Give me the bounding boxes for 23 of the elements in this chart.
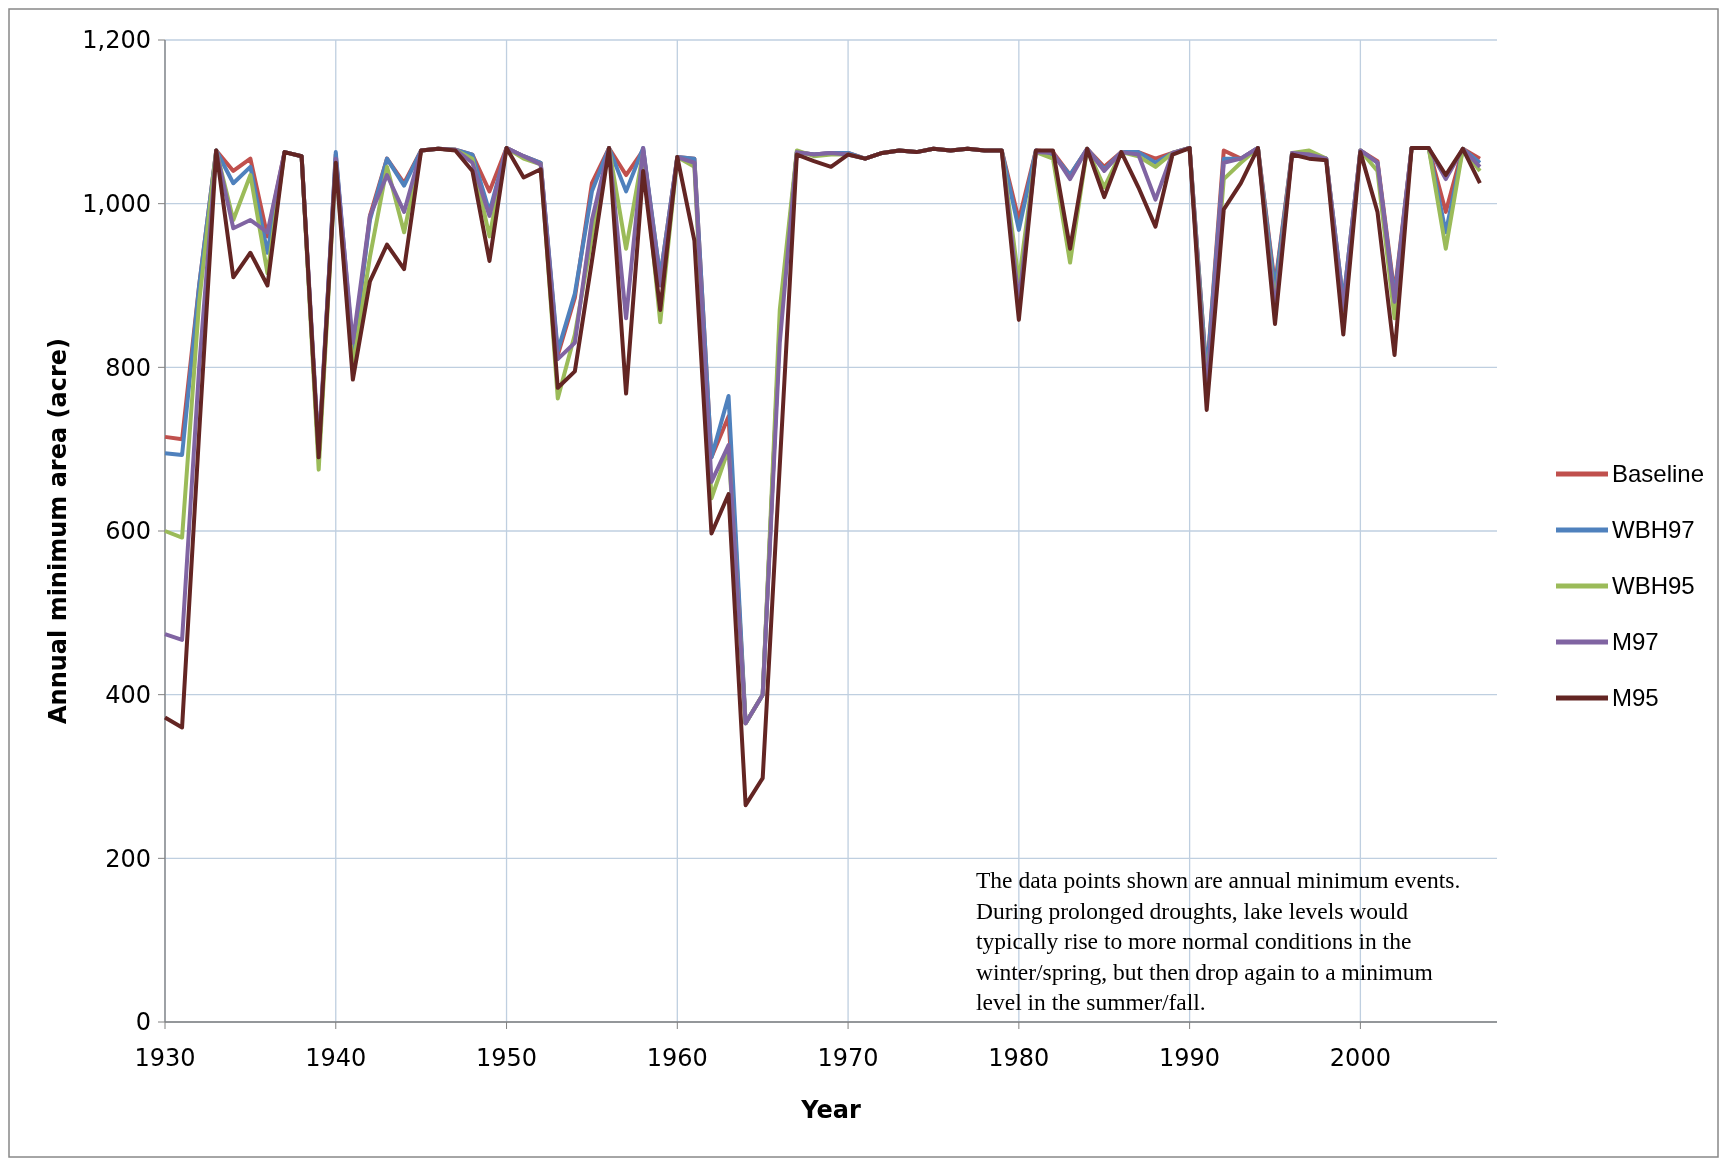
legend-label: WBH95 [1612, 572, 1695, 600]
y-tick-label: 1,200 [82, 26, 151, 55]
y-tick-label: 200 [105, 844, 151, 873]
y-tick-label: 1,000 [82, 190, 151, 219]
legend-label: WBH97 [1612, 516, 1695, 544]
x-tick-label: 1960 [646, 1044, 708, 1072]
annotation: The data points shown are annual minimum events. During prolonged droughts, lake levels would typically rise to more normal conditions in the winter/spring, but then drop again to a minimum level in the summer/fall. [976, 867, 1461, 1015]
x-tick-label: 1970 [817, 1044, 879, 1072]
x-tick-label: 1990 [1159, 1044, 1221, 1072]
x-axis-title: Year [800, 1096, 861, 1124]
y-tick-label: 400 [105, 681, 151, 710]
legend-label: Baseline [1612, 460, 1705, 488]
y-tick-label: 0 [135, 1008, 151, 1037]
legend-label: M97 [1612, 628, 1659, 656]
x-tick-label: 1980 [988, 1044, 1050, 1072]
x-tick-label: 1930 [134, 1044, 196, 1072]
y-tick-label: 800 [105, 353, 151, 382]
y-tick-label: 600 [105, 517, 151, 546]
legend-label: M95 [1612, 684, 1659, 712]
y-axis-title: Annual minimum area (acre) [44, 338, 72, 724]
x-tick-label: 1940 [305, 1044, 367, 1072]
x-tick-label: 1950 [476, 1044, 538, 1072]
x-tick-label: 2000 [1329, 1044, 1391, 1072]
